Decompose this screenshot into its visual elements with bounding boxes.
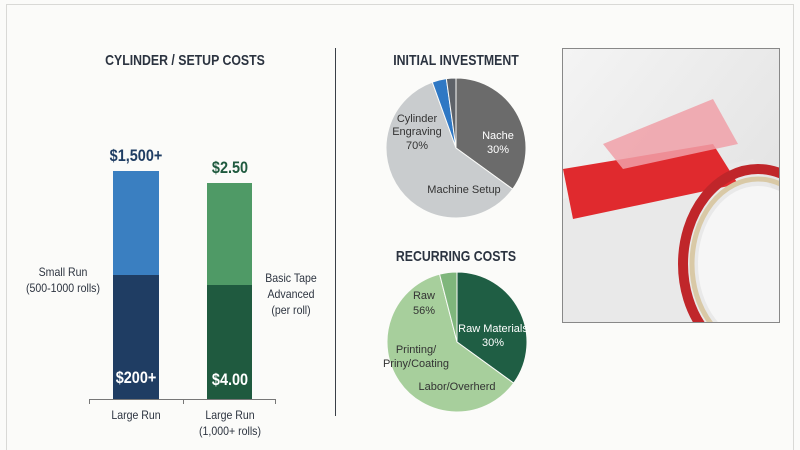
x-axis	[89, 399, 276, 400]
pie2-annotation-printing: Printing/Priny/Coating	[383, 344, 449, 370]
tape-roll-illustration	[563, 49, 779, 322]
pie1-chart: Nache 30% Machine Setup Cylinder Engraving…	[385, 77, 527, 219]
bar1-bottom-label: $200+	[115, 368, 157, 387]
x-tick-label-2: Large Run (1,000+ rolls)	[199, 408, 261, 438]
pie2-slice-0	[456, 271, 528, 384]
bar1-top-label: $1,500+	[109, 146, 163, 165]
bar-chart-title: CYLINDER / SETUP COSTS	[105, 52, 265, 69]
pie1-slice-3	[445, 77, 457, 149]
pie2-annotation-raw: Raw 56%	[413, 290, 435, 317]
x-tick-label-1: Large Run	[111, 408, 161, 422]
bar2-top-label: $2.50	[211, 158, 249, 177]
pie2-slice-2	[438, 271, 458, 343]
pie1-annotation-cylinder: Cylinder Engraving 70%	[392, 113, 442, 152]
bar1-bottom-segment	[113, 275, 159, 399]
security-tape-photo	[562, 48, 780, 323]
pie2-label-raw-materials: Raw Materials 30%	[458, 323, 528, 349]
left-side-label: Small Run (500-1000 rolls)	[26, 265, 100, 295]
bar2-bottom-segment	[207, 285, 252, 399]
x-axis-tick	[275, 399, 276, 404]
pie1-title: INITIAL INVESTMENT	[393, 52, 519, 69]
bar2-bottom-label: $4.00	[211, 370, 249, 389]
pie1-label-nache: Nache 30%	[482, 130, 514, 156]
section-divider	[335, 48, 336, 416]
right-side-label: Basic Tape Advanced (per roll)	[265, 271, 317, 317]
pie1-label-machine-setup: Machine Setup	[427, 184, 500, 196]
pie2-label-labor: Labor/Overherd	[418, 381, 495, 393]
x-axis-tick	[183, 399, 184, 404]
pie2-chart: Raw Materials 30% Labor/Overherd Raw 56% P…	[383, 271, 528, 413]
pie1-slice-0	[455, 77, 527, 190]
pie1-slice-1	[385, 81, 514, 219]
pie2-slice-1	[386, 273, 515, 413]
pie2-title: RECURRING COSTS	[395, 248, 517, 265]
x-axis-tick	[89, 399, 90, 404]
bar1-top-segment	[113, 171, 159, 275]
bar2-top-segment	[207, 183, 252, 285]
infographic-frame	[6, 4, 794, 450]
